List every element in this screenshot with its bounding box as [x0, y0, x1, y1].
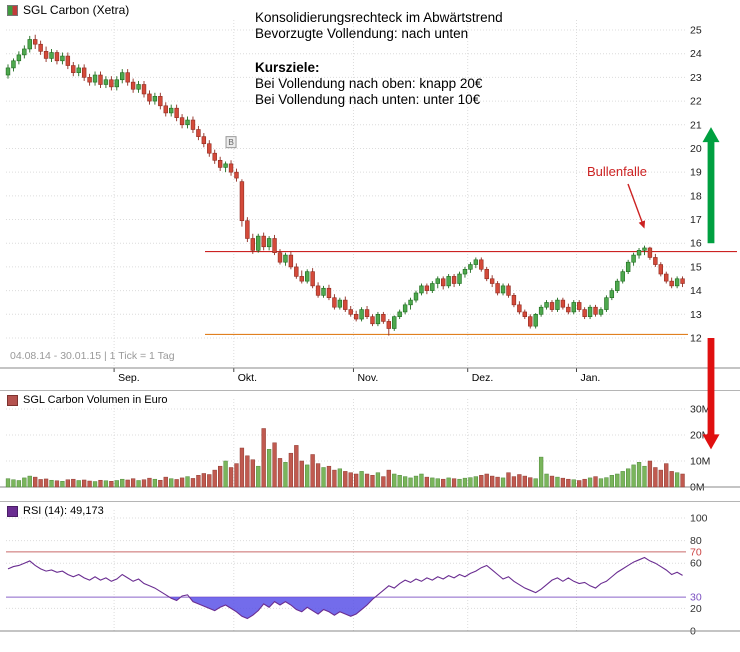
- instrument-title: SGL Carbon (Xetra): [23, 3, 130, 17]
- svg-text:Jan.: Jan.: [581, 372, 601, 384]
- panel-divider-volume: [0, 390, 740, 391]
- svg-text:20M: 20M: [690, 430, 710, 442]
- svg-text:Dez.: Dez.: [472, 372, 494, 384]
- svg-text:Nov.: Nov.: [357, 372, 378, 384]
- volume-panel-header: SGL Carbon Volumen in Euro: [7, 394, 168, 406]
- rsi-panel-title: RSI (14): 49,173: [23, 505, 104, 517]
- svg-text:17: 17: [690, 214, 702, 226]
- date-range-label: 04.08.14 - 30.01.15 | 1 Tick = 1 Tag: [10, 350, 175, 362]
- annotation-line-1: Konsolidierungsrechteck im Abwärtstrend: [255, 10, 503, 25]
- volume-legend-icon: [7, 394, 18, 406]
- svg-text:20: 20: [690, 603, 702, 615]
- svg-text:30: 30: [690, 592, 702, 604]
- svg-text:80: 80: [690, 535, 702, 547]
- rsi-line-chart: 10080706030200: [0, 510, 740, 638]
- kursziele-heading: Kursziele:: [255, 60, 320, 75]
- analysis-annotation: Konsolidierungsrechteck im Abwärtstrend …: [255, 10, 503, 108]
- svg-text:18: 18: [690, 190, 702, 202]
- svg-text:70: 70: [690, 546, 702, 558]
- annotation-line-2: Bevorzugte Vollendung: nach unten: [255, 26, 469, 41]
- svg-text:12: 12: [690, 333, 702, 345]
- svg-text:60: 60: [690, 558, 702, 570]
- svg-text:25: 25: [690, 25, 702, 37]
- instrument-chart-icon: [7, 4, 18, 16]
- target-down-line: Bei Vollendung nach unten: unter 10€: [255, 92, 481, 107]
- panel-divider-rsi: [0, 501, 740, 502]
- svg-text:21: 21: [690, 119, 702, 131]
- svg-text:10M: 10M: [690, 456, 710, 468]
- volume-panel-title: SGL Carbon Volumen in Euro: [23, 394, 168, 406]
- bullenfalle-label: Bullenfalle: [587, 164, 647, 179]
- svg-text:15: 15: [690, 261, 702, 273]
- svg-text:16: 16: [690, 238, 702, 250]
- svg-text:13: 13: [690, 309, 702, 321]
- svg-text:20: 20: [690, 143, 702, 155]
- date-range-value: 04.08.14 - 30.01.15: [10, 350, 102, 362]
- svg-text:Okt.: Okt.: [238, 372, 257, 384]
- svg-text:100: 100: [690, 513, 708, 525]
- rsi-legend-icon: [7, 505, 18, 517]
- svg-text:22: 22: [690, 96, 702, 108]
- svg-text:23: 23: [690, 72, 702, 84]
- svg-text:24: 24: [690, 48, 702, 60]
- rsi-panel-header: RSI (14): 49,173: [7, 505, 104, 517]
- date-range-separator: |: [104, 350, 107, 362]
- chart-title-row: SGL Carbon (Xetra): [7, 3, 129, 17]
- tick-info: 1 Tick = 1 Tag: [109, 350, 175, 362]
- annotation-spacer: [255, 42, 503, 60]
- target-up-line: Bei Vollendung nach oben: knapp 20€: [255, 76, 483, 91]
- svg-text:B: B: [228, 137, 234, 147]
- svg-text:Sep.: Sep.: [118, 372, 140, 384]
- svg-text:14: 14: [690, 285, 702, 297]
- svg-text:30M: 30M: [690, 404, 710, 416]
- svg-text:19: 19: [690, 167, 702, 179]
- price-candlestick-chart: 25 24 23 22 21 20 19 18 17 16 15 14 13 12 Sep. Okt. Nov.…: [0, 20, 740, 384]
